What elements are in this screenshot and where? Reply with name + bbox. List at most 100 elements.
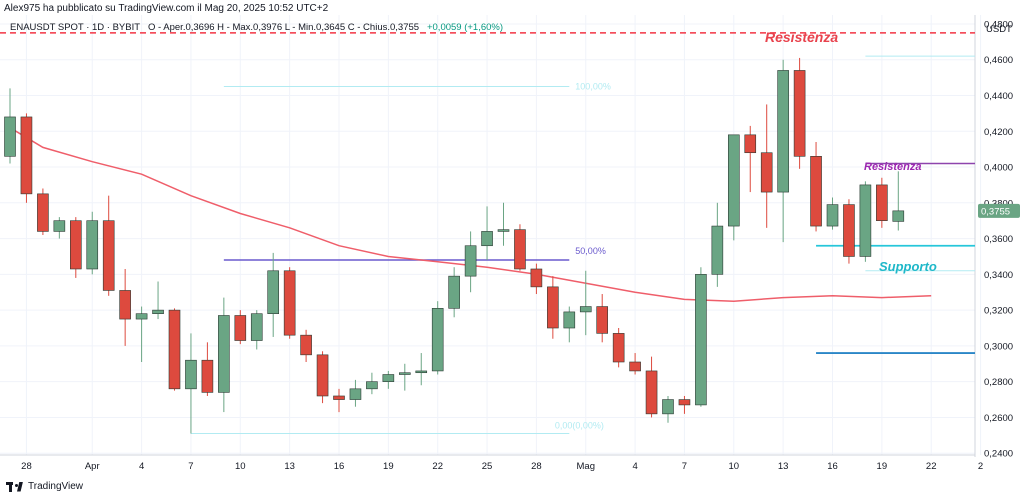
y-tick-label: 0,2800 bbox=[984, 377, 1013, 388]
candle-body bbox=[86, 220, 99, 270]
y-tick-label: 0,4000 bbox=[984, 163, 1013, 174]
last-price-label: 0,3755 bbox=[981, 206, 1010, 217]
candle-body bbox=[695, 274, 707, 406]
candle-body bbox=[135, 313, 148, 320]
candle-body bbox=[431, 308, 444, 372]
y-tick-label: 0,3800 bbox=[984, 198, 1013, 209]
support-label: Supporto bbox=[879, 259, 937, 274]
candle-body bbox=[563, 311, 576, 329]
candle-body bbox=[744, 134, 757, 154]
candle-body bbox=[283, 270, 296, 336]
candle-body bbox=[218, 315, 230, 393]
candle-body bbox=[102, 220, 115, 291]
candle-body bbox=[250, 313, 263, 341]
candle-body bbox=[777, 70, 789, 193]
resistance-top-label: Resistenza bbox=[765, 29, 839, 45]
x-tick-label: 16 bbox=[827, 461, 838, 472]
y-tick-label: 0,2600 bbox=[984, 413, 1013, 424]
y-tick-label: 0,4800 bbox=[984, 19, 1013, 30]
candle-body bbox=[645, 370, 658, 415]
candle-body bbox=[349, 388, 362, 400]
candle-body bbox=[843, 204, 855, 257]
x-tick-label: 19 bbox=[383, 461, 394, 472]
candle-body bbox=[168, 309, 181, 390]
y-tick-label: 0,3000 bbox=[984, 341, 1013, 352]
footer-brand[interactable]: TradingView bbox=[6, 481, 83, 492]
x-tick-label: 10 bbox=[729, 461, 740, 472]
candle-body bbox=[37, 193, 49, 232]
x-tick-label: 7 bbox=[188, 461, 193, 472]
candle-body bbox=[760, 152, 773, 193]
resistance-mid-label: Resistenza bbox=[864, 161, 922, 173]
y-tick-label: 0,4400 bbox=[984, 91, 1013, 102]
symbol-name[interactable]: ENAUSDT SPOT · 1D · BYBIT bbox=[10, 22, 141, 33]
moving-average-line bbox=[9, 127, 932, 302]
tradingview-logo-icon bbox=[6, 481, 24, 492]
candle-body bbox=[810, 156, 822, 227]
x-tick-label: 2 bbox=[978, 461, 983, 472]
price-change: +0,0059 (+1,60%) bbox=[426, 22, 504, 33]
candle-body bbox=[201, 359, 214, 393]
fib-50-label: 50,00% bbox=[575, 246, 606, 256]
candle-body bbox=[481, 231, 493, 247]
candle-body bbox=[497, 229, 510, 232]
fib-0-label: 0,00(0,00%) bbox=[555, 421, 604, 431]
candle-body bbox=[20, 116, 33, 195]
candle-body bbox=[152, 309, 164, 314]
candle-body bbox=[464, 245, 477, 277]
candle-body bbox=[448, 275, 460, 309]
publisher-text: Alex975 ha pubblicato su TradingView.com… bbox=[4, 3, 329, 14]
candle-body bbox=[53, 220, 66, 232]
candle-body bbox=[382, 374, 395, 382]
candle-body bbox=[514, 229, 526, 270]
candle-body bbox=[859, 184, 872, 257]
x-tick-label: 7 bbox=[682, 461, 687, 472]
candle-body bbox=[316, 354, 329, 397]
x-tick-label: 10 bbox=[235, 461, 246, 472]
candle-body bbox=[333, 395, 345, 400]
symbol-info: ENAUSDT SPOT · 1D · BYBIT O - Aper.0,369… bbox=[10, 22, 503, 33]
candle-body bbox=[612, 333, 625, 363]
x-tick-label: Mag bbox=[577, 461, 595, 472]
y-tick-label: 0,4600 bbox=[984, 55, 1013, 66]
x-tick-label: 22 bbox=[432, 461, 443, 472]
x-tick-label: 13 bbox=[778, 461, 789, 472]
candle-body bbox=[793, 70, 806, 157]
candle-body bbox=[119, 290, 131, 320]
candle-body bbox=[579, 306, 592, 313]
x-tick-label: Apr bbox=[85, 461, 100, 472]
candle-body bbox=[234, 315, 247, 341]
x-tick-label: 28 bbox=[21, 461, 32, 472]
y-tick-label: 0,4200 bbox=[984, 127, 1013, 138]
candle-body bbox=[629, 361, 641, 372]
y-tick-label: 0,3200 bbox=[984, 306, 1013, 317]
candle-body bbox=[727, 134, 740, 227]
candle-body bbox=[876, 184, 888, 221]
candle-body bbox=[530, 268, 543, 288]
candle-body bbox=[662, 399, 674, 415]
candle-body bbox=[711, 225, 724, 275]
x-tick-label: 19 bbox=[877, 461, 888, 472]
candle-body bbox=[398, 372, 411, 375]
x-tick-label: 28 bbox=[531, 461, 542, 472]
ohlc-values: O - Aper.0,3696 H - Max.0,3976 L - Min.0… bbox=[147, 22, 420, 33]
candle-body bbox=[547, 286, 559, 329]
candle-body bbox=[678, 399, 691, 406]
x-tick-label: 16 bbox=[334, 461, 345, 472]
fib-100-label: 100,00% bbox=[575, 82, 611, 92]
x-tick-label: 25 bbox=[482, 461, 493, 472]
x-tick-label: 4 bbox=[632, 461, 637, 472]
y-tick-label: 0,3400 bbox=[984, 270, 1013, 281]
x-tick-label: 4 bbox=[139, 461, 144, 472]
candle-body bbox=[70, 220, 82, 270]
last-price-box bbox=[978, 203, 1020, 218]
y-tick-label: 0,3600 bbox=[984, 234, 1013, 245]
y-tick-label: 0,2400 bbox=[984, 449, 1013, 460]
x-tick-label: 22 bbox=[926, 461, 937, 472]
axis-unit: USDT bbox=[986, 24, 1012, 35]
candle-body bbox=[267, 270, 280, 314]
candle-body bbox=[892, 210, 905, 222]
candle-body bbox=[826, 204, 839, 227]
brand-name: TradingView bbox=[28, 481, 84, 492]
